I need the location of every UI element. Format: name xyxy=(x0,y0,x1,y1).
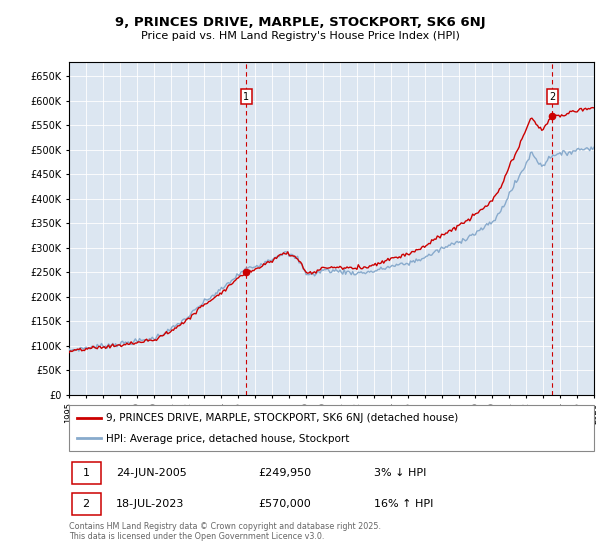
Bar xyxy=(71,493,101,515)
Text: £570,000: £570,000 xyxy=(258,499,311,509)
Text: This data is licensed under the Open Government Licence v3.0.: This data is licensed under the Open Gov… xyxy=(69,532,325,541)
Bar xyxy=(71,462,101,484)
Text: 16% ↑ HPI: 16% ↑ HPI xyxy=(373,499,433,509)
Text: 2: 2 xyxy=(549,92,556,101)
Text: 2: 2 xyxy=(83,499,89,509)
Text: 9, PRINCES DRIVE, MARPLE, STOCKPORT, SK6 6NJ (detached house): 9, PRINCES DRIVE, MARPLE, STOCKPORT, SK6… xyxy=(106,413,458,423)
Text: HPI: Average price, detached house, Stockport: HPI: Average price, detached house, Stoc… xyxy=(106,434,349,444)
Text: Price paid vs. HM Land Registry's House Price Index (HPI): Price paid vs. HM Land Registry's House … xyxy=(140,31,460,41)
Text: 24-JUN-2005: 24-JUN-2005 xyxy=(116,468,187,478)
Text: 1: 1 xyxy=(83,468,89,478)
Text: £249,950: £249,950 xyxy=(258,468,311,478)
Text: 9, PRINCES DRIVE, MARPLE, STOCKPORT, SK6 6NJ: 9, PRINCES DRIVE, MARPLE, STOCKPORT, SK6… xyxy=(115,16,485,29)
Text: Contains HM Land Registry data © Crown copyright and database right 2025.: Contains HM Land Registry data © Crown c… xyxy=(69,522,381,531)
Text: 3% ↓ HPI: 3% ↓ HPI xyxy=(373,468,426,478)
Bar xyxy=(577,62,594,395)
Text: 1: 1 xyxy=(243,92,249,101)
Text: 18-JUL-2023: 18-JUL-2023 xyxy=(116,499,185,509)
